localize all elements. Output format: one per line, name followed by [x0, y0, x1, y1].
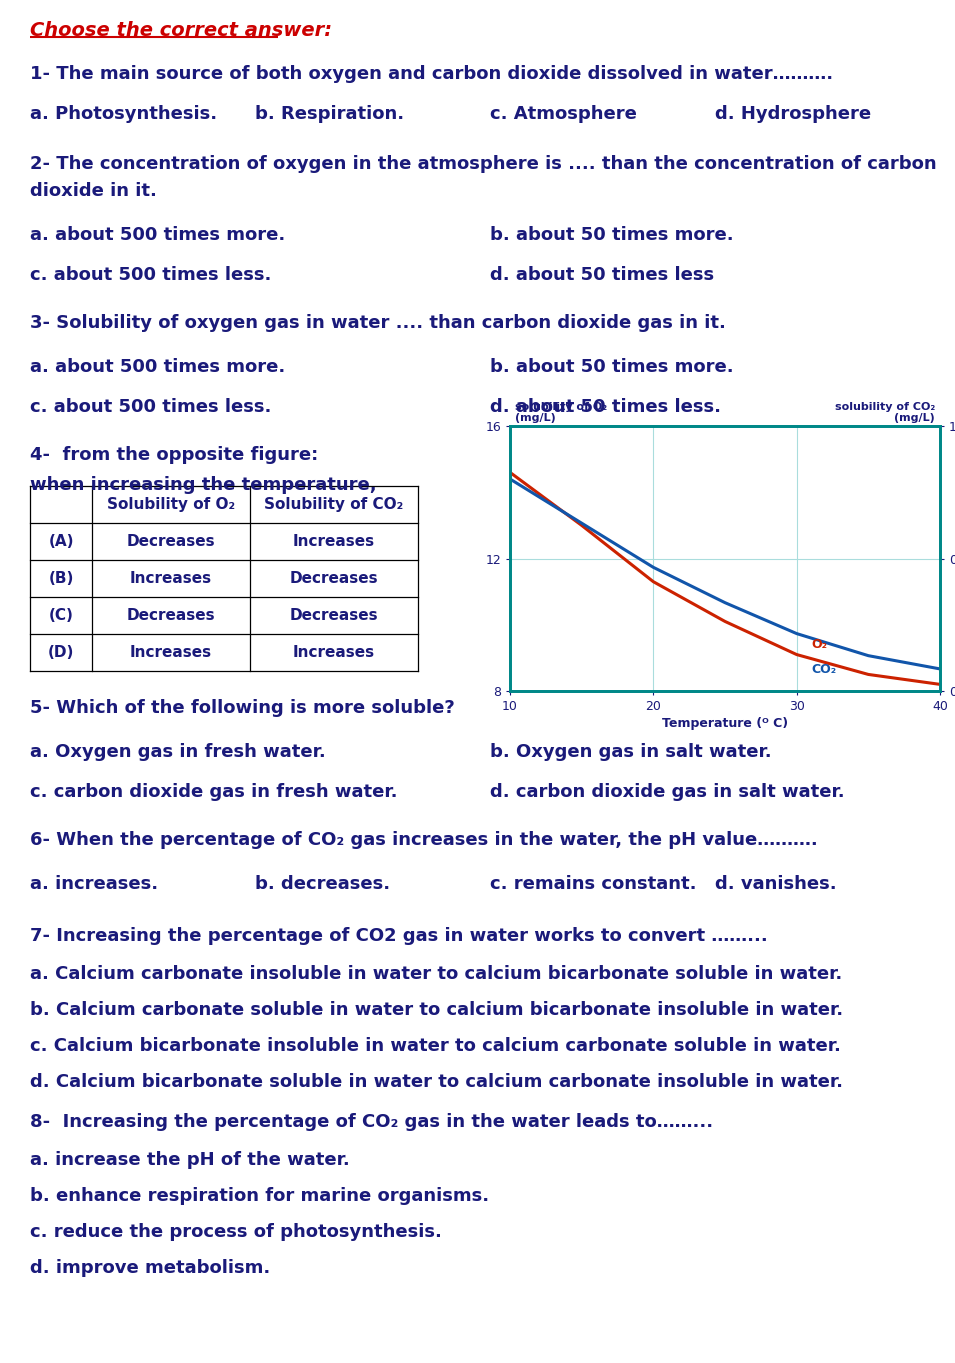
Text: d. improve metabolism.: d. improve metabolism.: [30, 1259, 270, 1277]
Text: b. enhance respiration for marine organisms.: b. enhance respiration for marine organi…: [30, 1187, 489, 1205]
Text: CO₂: CO₂: [811, 662, 837, 676]
Text: c. remains constant.: c. remains constant.: [490, 875, 696, 893]
Text: Solubility of O₂: Solubility of O₂: [107, 497, 235, 512]
Text: d. about 50 times less: d. about 50 times less: [490, 266, 714, 284]
Text: d. about 50 times less.: d. about 50 times less.: [490, 398, 721, 416]
Text: a. about 500 times more.: a. about 500 times more.: [30, 358, 286, 376]
Text: b. decreases.: b. decreases.: [255, 875, 391, 893]
Text: c. carbon dioxide gas in fresh water.: c. carbon dioxide gas in fresh water.: [30, 782, 397, 801]
Text: O₂: O₂: [811, 638, 827, 652]
Text: d. Calcium bicarbonate soluble in water to calcium carbonate insoluble in water.: d. Calcium bicarbonate soluble in water …: [30, 1073, 843, 1090]
Text: 3- Solubility of oxygen gas in water .... than carbon dioxide gas in it.: 3- Solubility of oxygen gas in water ...…: [30, 313, 726, 333]
Text: Decreases: Decreases: [127, 608, 215, 623]
Text: d. carbon dioxide gas in salt water.: d. carbon dioxide gas in salt water.: [490, 782, 844, 801]
Text: Decreases: Decreases: [127, 534, 215, 549]
Text: c. Atmosphere: c. Atmosphere: [490, 105, 637, 123]
Text: Choose the correct answer:: Choose the correct answer:: [30, 20, 332, 40]
Text: Solubility of CO₂: Solubility of CO₂: [265, 497, 404, 512]
Text: b. about 50 times more.: b. about 50 times more.: [490, 226, 733, 244]
Text: solubility of CO₂
(mg/L): solubility of CO₂ (mg/L): [835, 402, 935, 424]
Text: dioxide in it.: dioxide in it.: [30, 183, 157, 200]
Text: Increases: Increases: [293, 645, 375, 660]
X-axis label: Temperature (ᴼ C): Temperature (ᴼ C): [662, 717, 788, 731]
Text: c. about 500 times less.: c. about 500 times less.: [30, 398, 271, 416]
Text: Increases: Increases: [130, 645, 212, 660]
Text: b. Calcium carbonate soluble in water to calcium bicarbonate insoluble in water.: b. Calcium carbonate soluble in water to…: [30, 1000, 843, 1020]
Text: c. Calcium bicarbonate insoluble in water to calcium carbonate soluble in water.: c. Calcium bicarbonate insoluble in wate…: [30, 1037, 840, 1055]
Text: a. increases.: a. increases.: [30, 875, 159, 893]
Text: a. about 500 times more.: a. about 500 times more.: [30, 226, 286, 244]
Text: solubility of O₂
(mg/L): solubility of O₂ (mg/L): [515, 402, 606, 424]
Text: b. about 50 times more.: b. about 50 times more.: [490, 358, 733, 376]
Text: 5- Which of the following is more soluble?: 5- Which of the following is more solubl…: [30, 699, 455, 717]
Text: d. Hydrosphere: d. Hydrosphere: [715, 105, 871, 123]
Text: a. Calcium carbonate insoluble in water to calcium bicarbonate soluble in water.: a. Calcium carbonate insoluble in water …: [30, 965, 842, 983]
Text: Decreases: Decreases: [289, 571, 378, 586]
Text: Increases: Increases: [130, 571, 212, 586]
Text: 7- Increasing the percentage of CO2 gas in water works to convert ……...: 7- Increasing the percentage of CO2 gas …: [30, 927, 768, 945]
Text: (A): (A): [49, 534, 74, 549]
Text: a. increase the pH of the water.: a. increase the pH of the water.: [30, 1150, 350, 1169]
Text: d. vanishes.: d. vanishes.: [715, 875, 837, 893]
Text: 2- The concentration of oxygen in the atmosphere is .... than the concentration : 2- The concentration of oxygen in the at…: [30, 155, 937, 173]
Text: (C): (C): [49, 608, 74, 623]
Text: 6- When the percentage of CO₂ gas increases in the water, the pH value……….: 6- When the percentage of CO₂ gas increa…: [30, 831, 817, 849]
Text: 1- The main source of both oxygen and carbon dioxide dissolved in water……….: 1- The main source of both oxygen and ca…: [30, 65, 833, 83]
Text: b. Respiration.: b. Respiration.: [255, 105, 404, 123]
Text: b. Oxygen gas in salt water.: b. Oxygen gas in salt water.: [490, 743, 772, 761]
Text: c. about 500 times less.: c. about 500 times less.: [30, 266, 271, 284]
Text: (D): (D): [48, 645, 74, 660]
Text: 4-  from the opposite figure:: 4- from the opposite figure:: [30, 446, 318, 463]
Text: 8-  Increasing the percentage of CO₂ gas in the water leads to……...: 8- Increasing the percentage of CO₂ gas …: [30, 1114, 713, 1131]
Text: c. reduce the process of photosynthesis.: c. reduce the process of photosynthesis.: [30, 1223, 442, 1240]
Text: (B): (B): [49, 571, 74, 586]
Text: a. Oxygen gas in fresh water.: a. Oxygen gas in fresh water.: [30, 743, 326, 761]
Text: a. Photosynthesis.: a. Photosynthesis.: [30, 105, 217, 123]
Text: Increases: Increases: [293, 534, 375, 549]
Text: when increasing the temperature,: when increasing the temperature,: [30, 476, 376, 493]
Text: Decreases: Decreases: [289, 608, 378, 623]
